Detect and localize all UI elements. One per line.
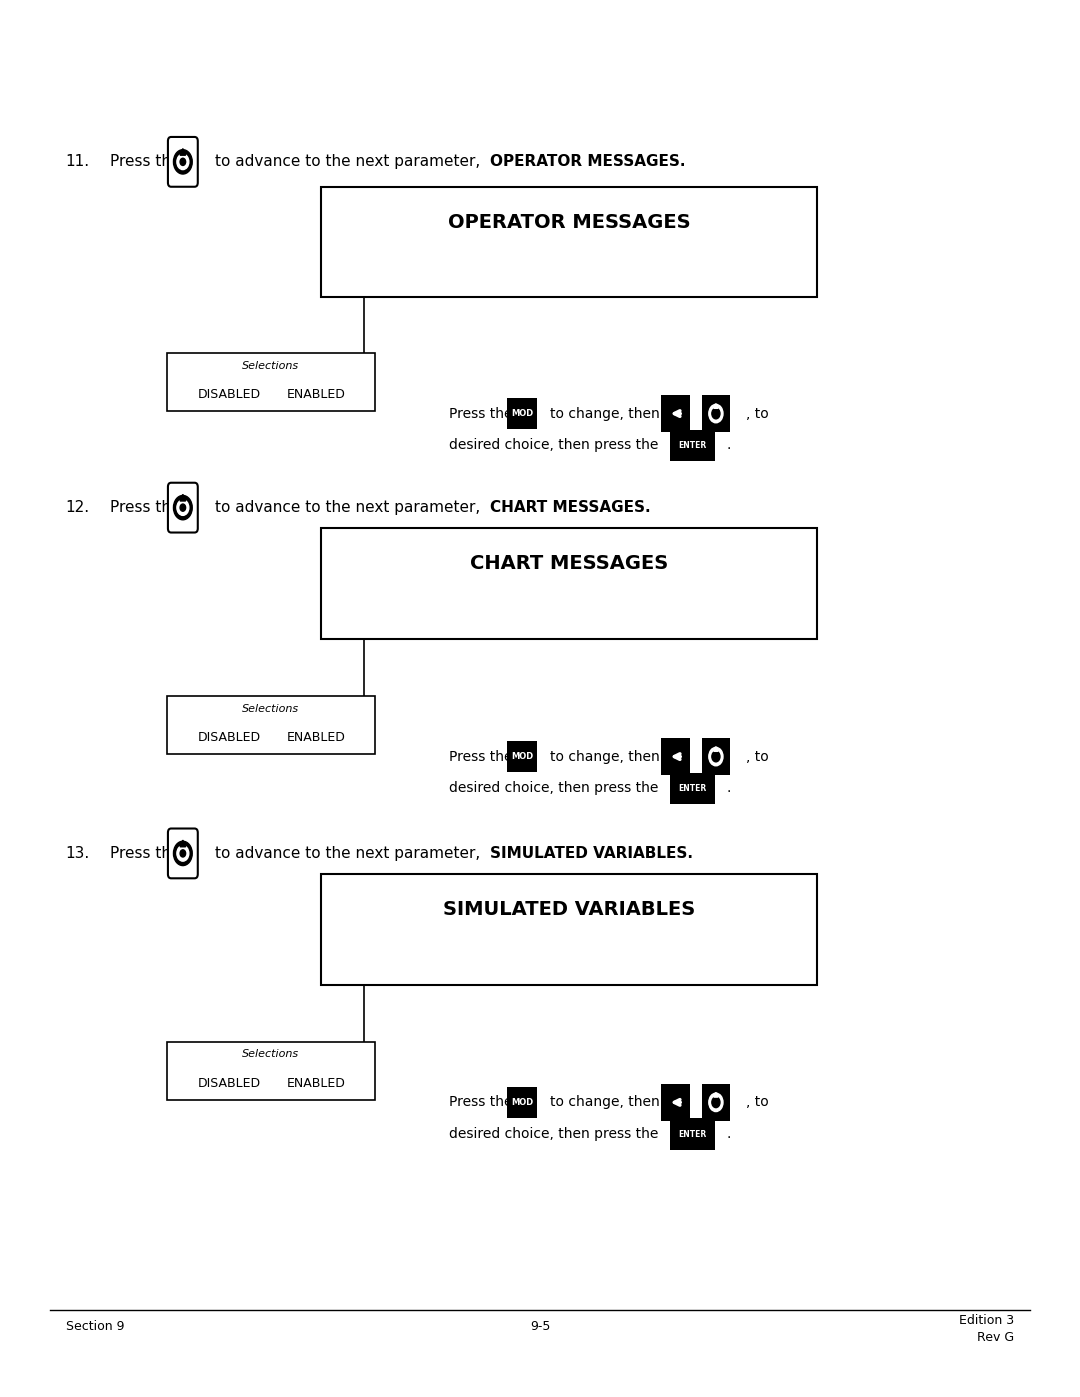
Text: Press the: Press the — [449, 407, 513, 420]
FancyBboxPatch shape — [322, 875, 818, 985]
Text: desired choice, then press the: desired choice, then press the — [449, 781, 659, 795]
Circle shape — [708, 747, 723, 766]
Text: Press the: Press the — [110, 154, 180, 169]
Text: to change, then: to change, then — [550, 750, 660, 764]
Text: Rev G: Rev G — [977, 1331, 1014, 1344]
Text: ENTER: ENTER — [678, 441, 706, 450]
Text: , to: , to — [746, 750, 769, 764]
Text: 11.: 11. — [66, 154, 90, 169]
FancyBboxPatch shape — [671, 1119, 715, 1150]
Text: Press the: Press the — [449, 1095, 513, 1109]
Text: Selections: Selections — [242, 1049, 299, 1059]
FancyBboxPatch shape — [167, 828, 198, 879]
Circle shape — [177, 845, 189, 861]
Text: MOD: MOD — [511, 752, 534, 761]
Text: MOD: MOD — [511, 1098, 534, 1106]
Circle shape — [177, 500, 189, 515]
Text: Edition 3: Edition 3 — [959, 1315, 1014, 1327]
Text: Selections: Selections — [242, 704, 299, 714]
Circle shape — [180, 158, 186, 165]
Text: MOD: MOD — [511, 409, 534, 418]
FancyBboxPatch shape — [167, 352, 375, 411]
FancyBboxPatch shape — [322, 187, 818, 298]
Text: SIMULATED VARIABLES: SIMULATED VARIABLES — [443, 900, 696, 919]
Polygon shape — [714, 746, 718, 752]
Text: OPERATOR MESSAGES.: OPERATOR MESSAGES. — [490, 154, 686, 169]
Text: Press the: Press the — [449, 750, 513, 764]
Text: CHART MESSAGES: CHART MESSAGES — [470, 555, 669, 573]
FancyBboxPatch shape — [507, 398, 537, 429]
Text: ENABLED: ENABLED — [287, 388, 346, 401]
FancyBboxPatch shape — [661, 395, 689, 432]
FancyBboxPatch shape — [167, 137, 198, 187]
Circle shape — [708, 1094, 723, 1112]
Text: Press the: Press the — [110, 847, 180, 861]
FancyBboxPatch shape — [671, 773, 715, 805]
Text: , to: , to — [746, 1095, 769, 1109]
Text: 12.: 12. — [66, 500, 90, 515]
FancyBboxPatch shape — [322, 528, 818, 638]
Text: 13.: 13. — [66, 847, 90, 861]
Text: ENABLED: ENABLED — [287, 731, 346, 745]
FancyBboxPatch shape — [702, 1084, 730, 1120]
Text: , to: , to — [746, 407, 769, 420]
Text: desired choice, then press the: desired choice, then press the — [449, 439, 659, 453]
Circle shape — [712, 408, 720, 419]
Text: DISABLED: DISABLED — [198, 731, 260, 745]
Polygon shape — [180, 495, 186, 502]
Text: CHART MESSAGES.: CHART MESSAGES. — [490, 500, 650, 515]
Text: Section 9: Section 9 — [66, 1320, 124, 1333]
Text: to advance to the next parameter,: to advance to the next parameter, — [215, 500, 481, 515]
Text: to advance to the next parameter,: to advance to the next parameter, — [215, 847, 481, 861]
FancyBboxPatch shape — [507, 1087, 537, 1118]
FancyBboxPatch shape — [507, 740, 537, 773]
FancyBboxPatch shape — [702, 738, 730, 775]
Text: ENABLED: ENABLED — [287, 1077, 346, 1090]
Text: Selections: Selections — [242, 360, 299, 370]
Polygon shape — [714, 404, 718, 408]
Circle shape — [174, 496, 192, 520]
Circle shape — [180, 849, 186, 856]
Text: ENTER: ENTER — [678, 784, 706, 793]
FancyBboxPatch shape — [661, 1084, 689, 1120]
Text: OPERATOR MESSAGES: OPERATOR MESSAGES — [448, 212, 690, 232]
Text: .: . — [727, 781, 731, 795]
Polygon shape — [180, 148, 186, 155]
FancyBboxPatch shape — [661, 738, 689, 775]
Text: ENTER: ENTER — [678, 1130, 706, 1139]
Text: .: . — [727, 439, 731, 453]
Text: DISABLED: DISABLED — [198, 1077, 260, 1090]
Circle shape — [708, 404, 723, 423]
Text: SIMULATED VARIABLES.: SIMULATED VARIABLES. — [490, 847, 693, 861]
Circle shape — [712, 752, 720, 761]
FancyBboxPatch shape — [702, 395, 730, 432]
Circle shape — [180, 504, 186, 511]
FancyBboxPatch shape — [167, 483, 198, 532]
FancyBboxPatch shape — [167, 1042, 375, 1099]
Text: 9-5: 9-5 — [530, 1320, 550, 1333]
Circle shape — [174, 149, 192, 175]
Circle shape — [712, 1097, 720, 1108]
Text: .: . — [727, 1127, 731, 1141]
Text: to change, then: to change, then — [550, 1095, 660, 1109]
Text: Press the: Press the — [110, 500, 180, 515]
Polygon shape — [714, 1092, 718, 1097]
Text: desired choice, then press the: desired choice, then press the — [449, 1127, 659, 1141]
Polygon shape — [180, 840, 186, 847]
FancyBboxPatch shape — [167, 696, 375, 754]
Text: to change, then: to change, then — [550, 407, 660, 420]
FancyBboxPatch shape — [671, 430, 715, 461]
Circle shape — [177, 154, 189, 169]
Text: DISABLED: DISABLED — [198, 388, 260, 401]
Circle shape — [174, 841, 192, 866]
Text: to advance to the next parameter,: to advance to the next parameter, — [215, 154, 481, 169]
